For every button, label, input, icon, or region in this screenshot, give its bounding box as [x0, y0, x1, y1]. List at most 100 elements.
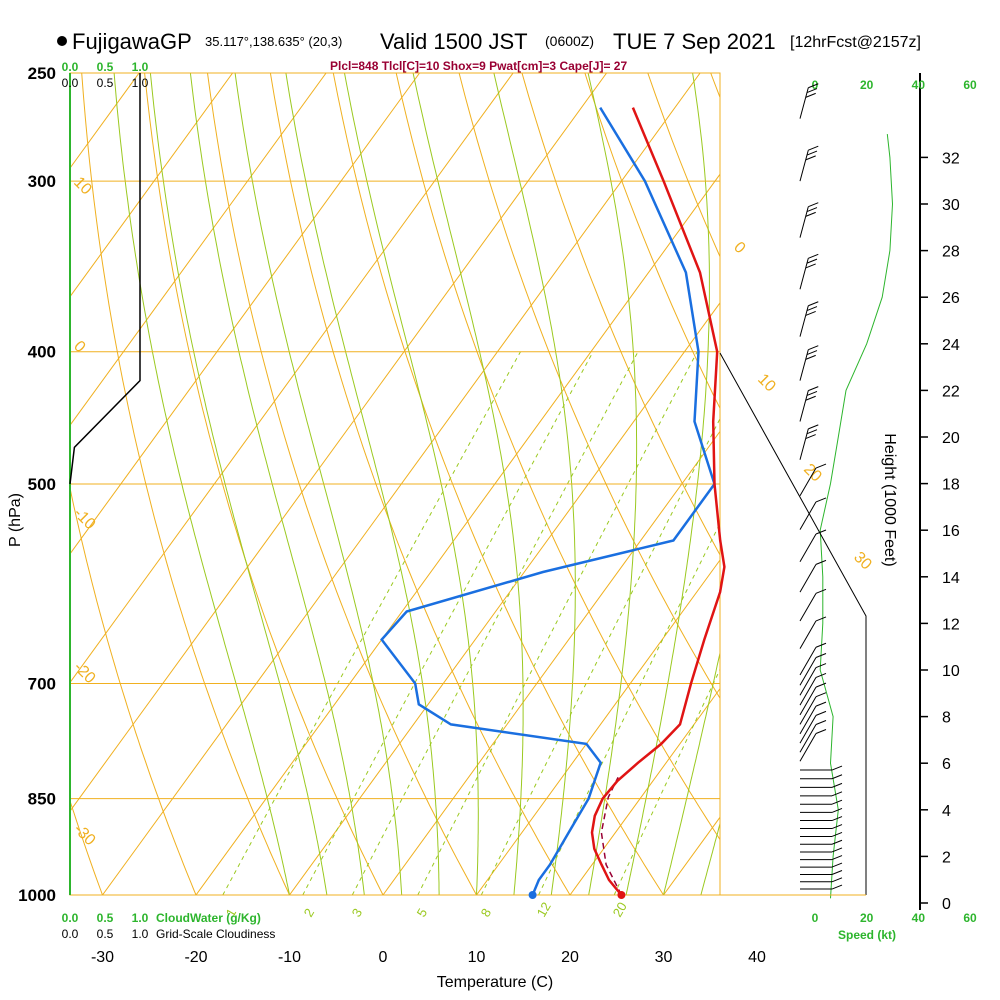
- isotherm-line: [757, 73, 1000, 895]
- wind-barb-shaft: [799, 657, 817, 686]
- panel-boundary-line: [719, 352, 867, 895]
- wind-barb-feather: [805, 395, 816, 401]
- speed-tick-label: 40: [912, 78, 926, 92]
- height-tick-label: 32: [942, 150, 960, 167]
- wind-barb-feather: [815, 720, 827, 725]
- moist-adiabat-line: [234, 73, 403, 895]
- cloud-water-tick-label: 0.5: [97, 911, 114, 925]
- wind-barb-feather: [806, 88, 818, 94]
- wind-barb-feather: [808, 424, 819, 430]
- wind-barb-shaft: [799, 620, 817, 649]
- wind-barb-icon: [799, 83, 819, 119]
- wind-barb-icon: [799, 710, 827, 744]
- station-name: FujigawaGP: [72, 29, 192, 54]
- height-tick-label: 10: [942, 663, 960, 680]
- wind-barb-feather: [805, 354, 816, 360]
- temperature-tick-label: 10: [468, 949, 486, 966]
- wind-barb-feather: [815, 701, 827, 707]
- dry-adiabat-line: [458, 73, 720, 700]
- wind-barb-feather: [806, 429, 818, 435]
- wind-barb-feather: [806, 258, 818, 264]
- wind-barb-icon: [799, 497, 827, 530]
- height-tick-label: 26: [942, 290, 960, 307]
- wind-barb-icon: [800, 832, 843, 837]
- wind-barb-icon: [800, 870, 843, 875]
- temperature-tick-label: -30: [91, 949, 114, 966]
- pressure-tick-label: 400: [28, 343, 56, 362]
- speed-tick-label: 40: [912, 911, 926, 925]
- mixing-ratio-label: 20: [610, 899, 630, 919]
- wind-barb-icon: [799, 559, 827, 593]
- wind-barb-icon: [800, 877, 843, 883]
- mixing-ratio-line: [613, 668, 720, 895]
- temperature-tick-label: 30: [655, 949, 673, 966]
- wind-barb-icon: [799, 720, 827, 753]
- moist-adiabat-line: [113, 73, 290, 895]
- wind-barb-shaft: [799, 305, 809, 337]
- height-tick-label: 0: [942, 896, 951, 913]
- utc-time: (0600Z): [545, 33, 594, 49]
- cloud-water-tick-label: 0.0: [62, 60, 79, 74]
- wind-barb-feather: [831, 782, 843, 788]
- dry-adiabat-label: 0: [70, 338, 88, 356]
- wind-barb-feather: [815, 682, 827, 688]
- wind-barb-feather: [831, 816, 843, 822]
- wind-barb-feather: [831, 862, 843, 868]
- wind-barb-feather: [808, 301, 819, 307]
- wind-barb-shaft: [799, 715, 817, 744]
- wind-barb-icon: [800, 839, 843, 845]
- moist-adiabat-line: [149, 73, 328, 895]
- moist-adiabat-line: [343, 73, 479, 895]
- wind-barb-icon: [799, 663, 827, 696]
- wind-barb-shaft: [799, 705, 817, 735]
- dry-adiabat-label: -30: [70, 821, 98, 849]
- wind-barb-icon: [799, 424, 819, 460]
- wind-barb-shaft: [799, 467, 817, 496]
- wind-barb-icon: [799, 386, 819, 422]
- wind-barb-icon: [799, 729, 827, 762]
- height-tick-label: 12: [942, 616, 960, 633]
- wind-barb-feather: [815, 559, 827, 565]
- speed-tick-label: 0: [812, 911, 819, 925]
- wind-barb-feather: [808, 345, 819, 351]
- wind-barb-feather: [806, 207, 818, 213]
- mixing-ratio-label: 3: [349, 906, 366, 920]
- wind-barb-feather: [805, 263, 816, 269]
- wind-barb-shaft: [799, 390, 809, 422]
- temperature-profile-line: [590, 107, 726, 896]
- wind-barb-shaft: [799, 501, 817, 530]
- wind-barb-icon: [800, 862, 843, 868]
- cloudiness-tick-label: 0.5: [97, 76, 114, 90]
- wind-barb-shaft: [799, 677, 817, 706]
- wind-barb-shaft: [799, 696, 817, 725]
- height-tick-label: 8: [942, 710, 951, 727]
- mixing-ratio-line: [302, 351, 594, 895]
- wind-barb-feather: [815, 463, 827, 469]
- wind-barb-icon: [799, 301, 819, 337]
- wind-barb-shaft: [799, 150, 809, 182]
- pressure-tick-label: 700: [28, 675, 56, 694]
- moist-adiabat-line: [412, 73, 524, 895]
- wind-barb-shaft: [799, 667, 817, 696]
- wind-barb-feather: [806, 150, 818, 156]
- wind-barb-shaft: [799, 593, 817, 622]
- wind-barb-feather: [831, 824, 843, 830]
- wind-barb-shaft: [799, 686, 817, 716]
- wind-barb-icon: [800, 847, 843, 853]
- forecast-date: TUE 7 Sep 2021: [613, 29, 776, 54]
- moist-adiabat-line: [738, 49, 972, 895]
- wind-panel: 0246810121416182022242628303200202040406…: [719, 73, 977, 925]
- grid-cloudiness-label: Grid-Scale Cloudiness: [156, 927, 275, 941]
- speed-tick-label: 20: [860, 911, 874, 925]
- wind-barb-feather: [831, 765, 843, 771]
- height-tick-label: 20: [942, 430, 960, 447]
- mixing-ratio-line: [222, 351, 521, 895]
- moist-adiabat-line: [285, 73, 440, 895]
- wind-barb-icon: [799, 145, 819, 182]
- dry-adiabat-line: [521, 73, 720, 556]
- wind-barb-icon: [800, 816, 843, 822]
- forecast-info: [12hrFcst@2157z]: [790, 34, 921, 51]
- wind-barb-feather: [815, 729, 827, 734]
- wind-barb-feather: [806, 350, 818, 356]
- moist-adiabat-line: [700, 821, 720, 895]
